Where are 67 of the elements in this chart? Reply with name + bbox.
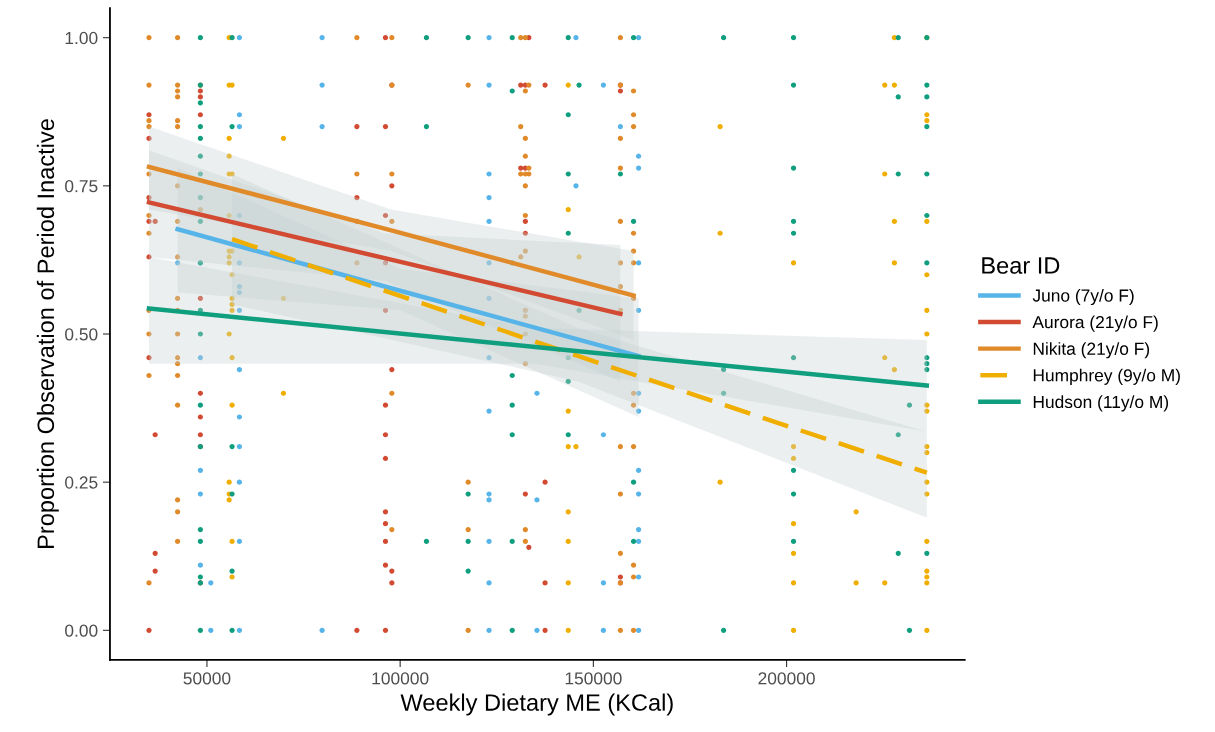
point [617,574,624,580]
point [382,432,389,438]
point [146,195,152,201]
point [197,390,203,396]
point [382,307,389,313]
point [146,218,152,225]
point [354,195,360,201]
point [197,414,203,420]
point [152,568,158,574]
legend-label: Juno (7y/o F) [1032,288,1134,306]
x-tick-label: 200000 [758,672,815,685]
point [146,135,152,142]
point [197,88,203,94]
point [152,550,158,556]
point [354,123,360,130]
x-tick-label: 100000 [372,672,429,685]
x-tick-label: 150000 [565,672,622,685]
y-tick-label: 0.50 [65,328,98,341]
point [382,627,389,633]
point [354,627,360,633]
point [152,432,158,438]
point [522,491,528,497]
point [522,218,528,225]
y-tick-label: 0.25 [65,476,98,489]
legend-label: Nikita (21y/o F) [1033,342,1150,359]
point [197,112,203,118]
point [382,538,389,545]
point [382,260,389,266]
legend-label: Humphrey (9y/o M) [1033,368,1180,385]
point [522,230,528,236]
point [382,509,389,515]
point [617,88,624,94]
y-tick-label: 0.00 [65,624,98,637]
point [389,580,395,586]
point [146,355,152,361]
legend-label: Aurora (21y/o F) [1032,315,1158,332]
y-axis-title: Proportion Observation of Period Inactive [36,119,59,548]
point [389,568,395,574]
point [382,455,389,462]
point [518,82,524,88]
point [382,521,389,527]
y-tick-label: 1.00 [65,31,98,45]
x-tick-label: 50000 [183,672,231,685]
point [382,123,389,130]
point [542,479,548,485]
point [382,562,389,568]
point [382,402,389,408]
point [389,366,395,373]
point [152,218,158,225]
point [542,627,548,633]
x-axis-title: Weekly Dietary ME (KCal) [400,693,673,716]
legend-title: Bear ID [982,257,1060,274]
legend-label: Hudson (11y/o M) [1033,395,1169,412]
point [518,165,524,171]
point [146,112,152,118]
point [526,544,532,550]
point [542,580,548,586]
point [542,82,548,88]
point [389,183,395,189]
y-tick-label: 0.75 [65,180,98,193]
point [146,254,152,260]
point [197,295,203,302]
point [382,35,389,41]
point [146,627,152,633]
point [197,94,203,100]
point [197,432,203,438]
point [382,212,389,219]
